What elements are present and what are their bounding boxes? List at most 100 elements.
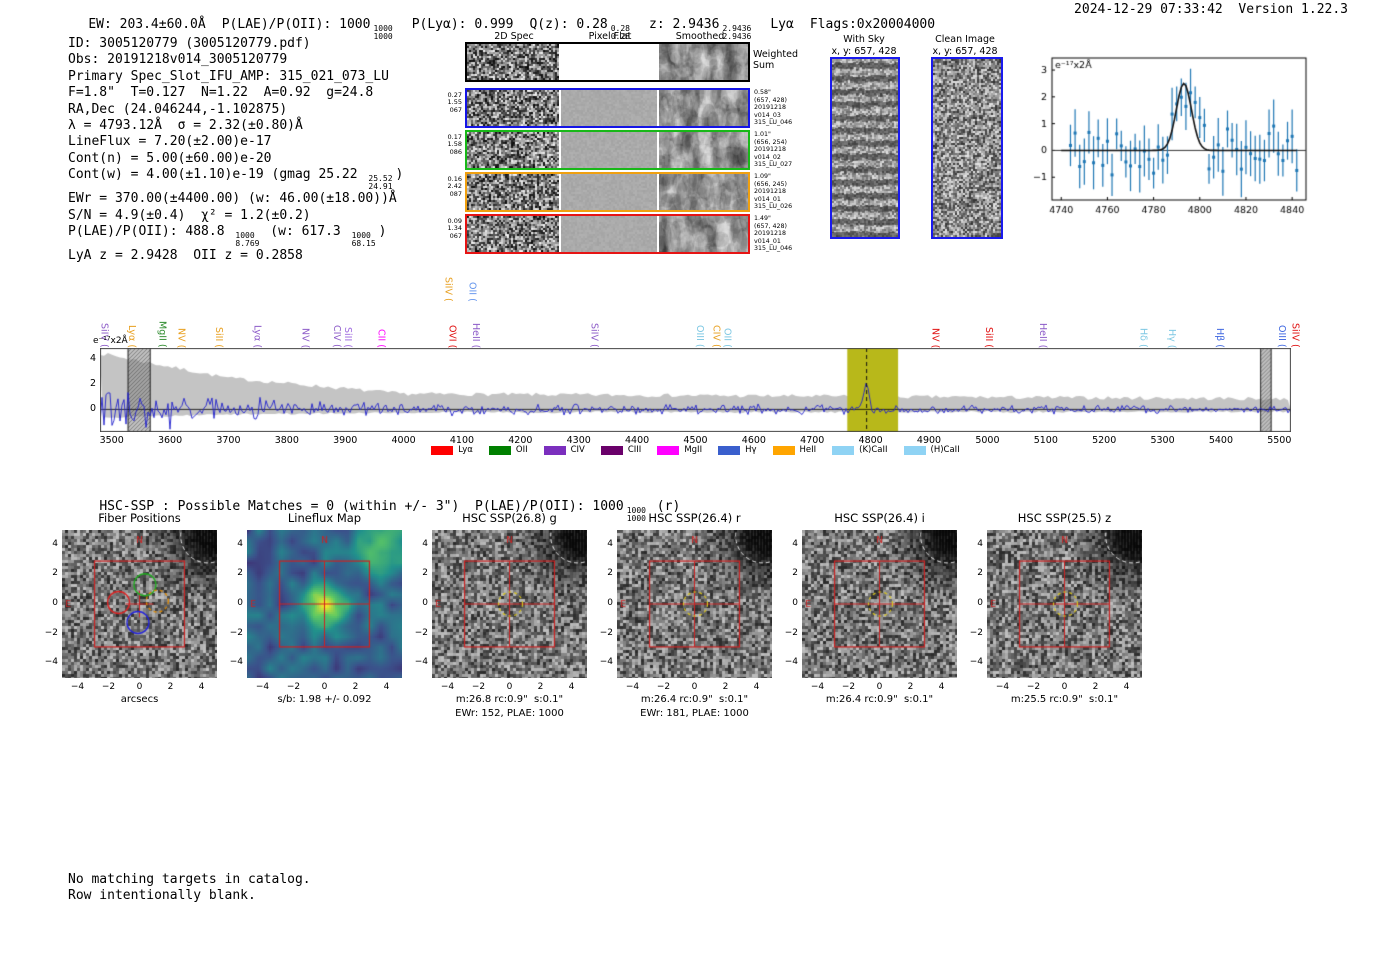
panel-title: Fiber Positions [98,511,181,525]
info-line: S/N = 4.9(±0.4) χ² = 1.2(±0.2) [68,207,311,223]
weight-value: 0.16 [447,175,462,183]
panel-image-hsc [617,530,772,678]
panel-ytick: 4 [792,538,798,549]
legend-item-kcaii: (K)CaII [832,445,888,455]
meta-value: 20191218 [754,146,787,154]
info-line: λ = 4793.12Å σ = 2.32(±0.80)Å [68,118,303,134]
panel-xtick: −4 [995,682,1010,692]
version: Version 1.22.3 [1238,2,1348,17]
line-label-civ: CIV ( [331,325,343,348]
line-label-heii: HeII ( [469,322,481,348]
info-line: ID: 3005120779 (3005120779.pdf) [68,36,311,51]
cutout-smoothed-image [659,90,748,126]
main-xtick: 5100 [1033,435,1058,446]
main-xtick: 3600 [157,435,183,446]
line-label-lyα: Lyα ( [251,324,263,348]
legend-swatch [600,445,623,455]
panel-xlabel: m:26.4 rc:0.9" s:0.1" [640,694,749,705]
fiber-cutout-row [465,172,750,212]
line-label-siiv: SiIV ( [98,323,110,348]
panel-xtick: 2 [722,682,729,692]
cleanimage-frame [931,57,1003,239]
cutout-row-meta: 1.01" (656, 254) 20191218 v014_02 315_LU_027 [754,131,832,169]
line-label-ovi: OVI ( [446,324,458,348]
fiber-cutout-row [465,88,750,128]
line-label-nv: NV ( [299,327,311,348]
main-xtick: 5000 [975,435,1000,446]
cleanimage-coords: x, y: 657, 428 [932,46,998,57]
main-xtick: 4000 [391,435,416,446]
meta-value: (657, 428) [754,96,787,104]
panel-ytick: 4 [52,538,58,549]
weight-value: 2.42 [447,182,462,191]
panel-ytick: 0 [237,598,243,608]
weighted-pixelflat-image [561,44,657,80]
cutout-row-meta: 1.49" (657, 428) 20191218 v014_01 315_LU_046 [754,215,832,253]
panel-xtick: 4 [198,682,205,692]
weighted-smoothed-image [659,44,748,80]
main-xtick: 5200 [1092,435,1117,446]
legend-label: (K)CaII [859,445,888,455]
panel-xtick: −2 [286,682,301,692]
panel-xtick: 2 [167,682,174,692]
panel-xtick: 4 [1123,682,1130,692]
panel-ytick: 2 [792,568,798,579]
withsky-coords: x, y: 657, 428 [831,46,897,57]
report-timestamp: 2024-12-29 07:33:42 Version 1.22.3 [1074,2,1348,17]
legend-item-hcaii: (H)CaII [903,445,960,455]
legend-swatch [772,445,795,455]
withsky-image-frame [830,57,900,239]
panel-ytick: 2 [237,568,243,579]
line-label-siiv: SiIV ( [588,323,600,348]
meta-value: v014_03 [754,111,781,119]
legend-label: (H)CaII [930,445,960,455]
main-ytick: 2 [89,378,96,390]
weight-value: 0.27 [447,91,462,99]
panel-title: HSC SSP(26.8) g [462,511,557,525]
cutout-pixelflat-image [561,132,657,168]
weighted-sum-label: Weighted Sum [753,49,798,71]
panel-title: HSC SSP(26.4) r [648,511,741,525]
line-label-siii: SiII ( [213,327,225,348]
weight-value: 067 [449,105,462,114]
meta-value: (656, 245) [754,180,787,188]
weighted-2dspec-image [467,44,559,80]
meta-value: 1.01" [754,131,771,138]
fiber-cutout-row [465,130,750,170]
panel-ytick: 4 [977,538,983,549]
col-title-smoothed: Smoothed [675,31,725,42]
panel-ytick: −4 [784,657,798,668]
plae-poii-value: P(LAE)/P(OII): 1000 1000 1000 [221,17,393,41]
legend-swatch [903,445,926,455]
legend-item-ly: Lyα [431,445,473,455]
legend-label: CIV [570,445,585,455]
cutout-smoothed-image [659,174,748,210]
line-label-nv: NV ( [175,327,187,348]
main-ytick: 0 [89,403,96,415]
meta-value: 315_LU_027 [754,161,793,169]
panel-ytick: −2 [784,627,798,638]
line-label-cii: CII ( [375,329,387,348]
main-xtick: 4100 [449,435,475,446]
meta-value: 0.58" [754,89,771,96]
cutout-2dspec-image [467,90,559,126]
full-spectrum-chart [100,348,1291,432]
panel-ytick: −2 [414,627,428,638]
panel-xtick: 4 [938,682,945,692]
weight-value: 087 [449,189,462,198]
line-label-nv: NV ( [929,327,941,348]
panel-ytick: −4 [969,657,983,668]
flags-value: Flags:0x20004000 [809,17,936,32]
cutout-row-weights: 0.17 1.58 086 [430,133,462,156]
info-line: Cont(w) = 4.00(±1.10)e-19 (gmag 25.22 25… [68,167,404,192]
weight-value: 067 [449,231,462,240]
legend-item-mgii: MgII [657,445,702,455]
legend-label: HeII [799,445,817,455]
line-label-siiv: SiIV ( [442,277,454,302]
detection-info-block: ID: 3005120779 (3005120779.pdf) Obs: 2019… [68,36,403,264]
panel-xtick: 0 [321,682,328,692]
panel-xtick: 0 [691,682,698,692]
panel-xtick: 0 [1061,682,1068,692]
meta-value: 1.09" [754,173,771,180]
legend-swatch [832,445,855,455]
